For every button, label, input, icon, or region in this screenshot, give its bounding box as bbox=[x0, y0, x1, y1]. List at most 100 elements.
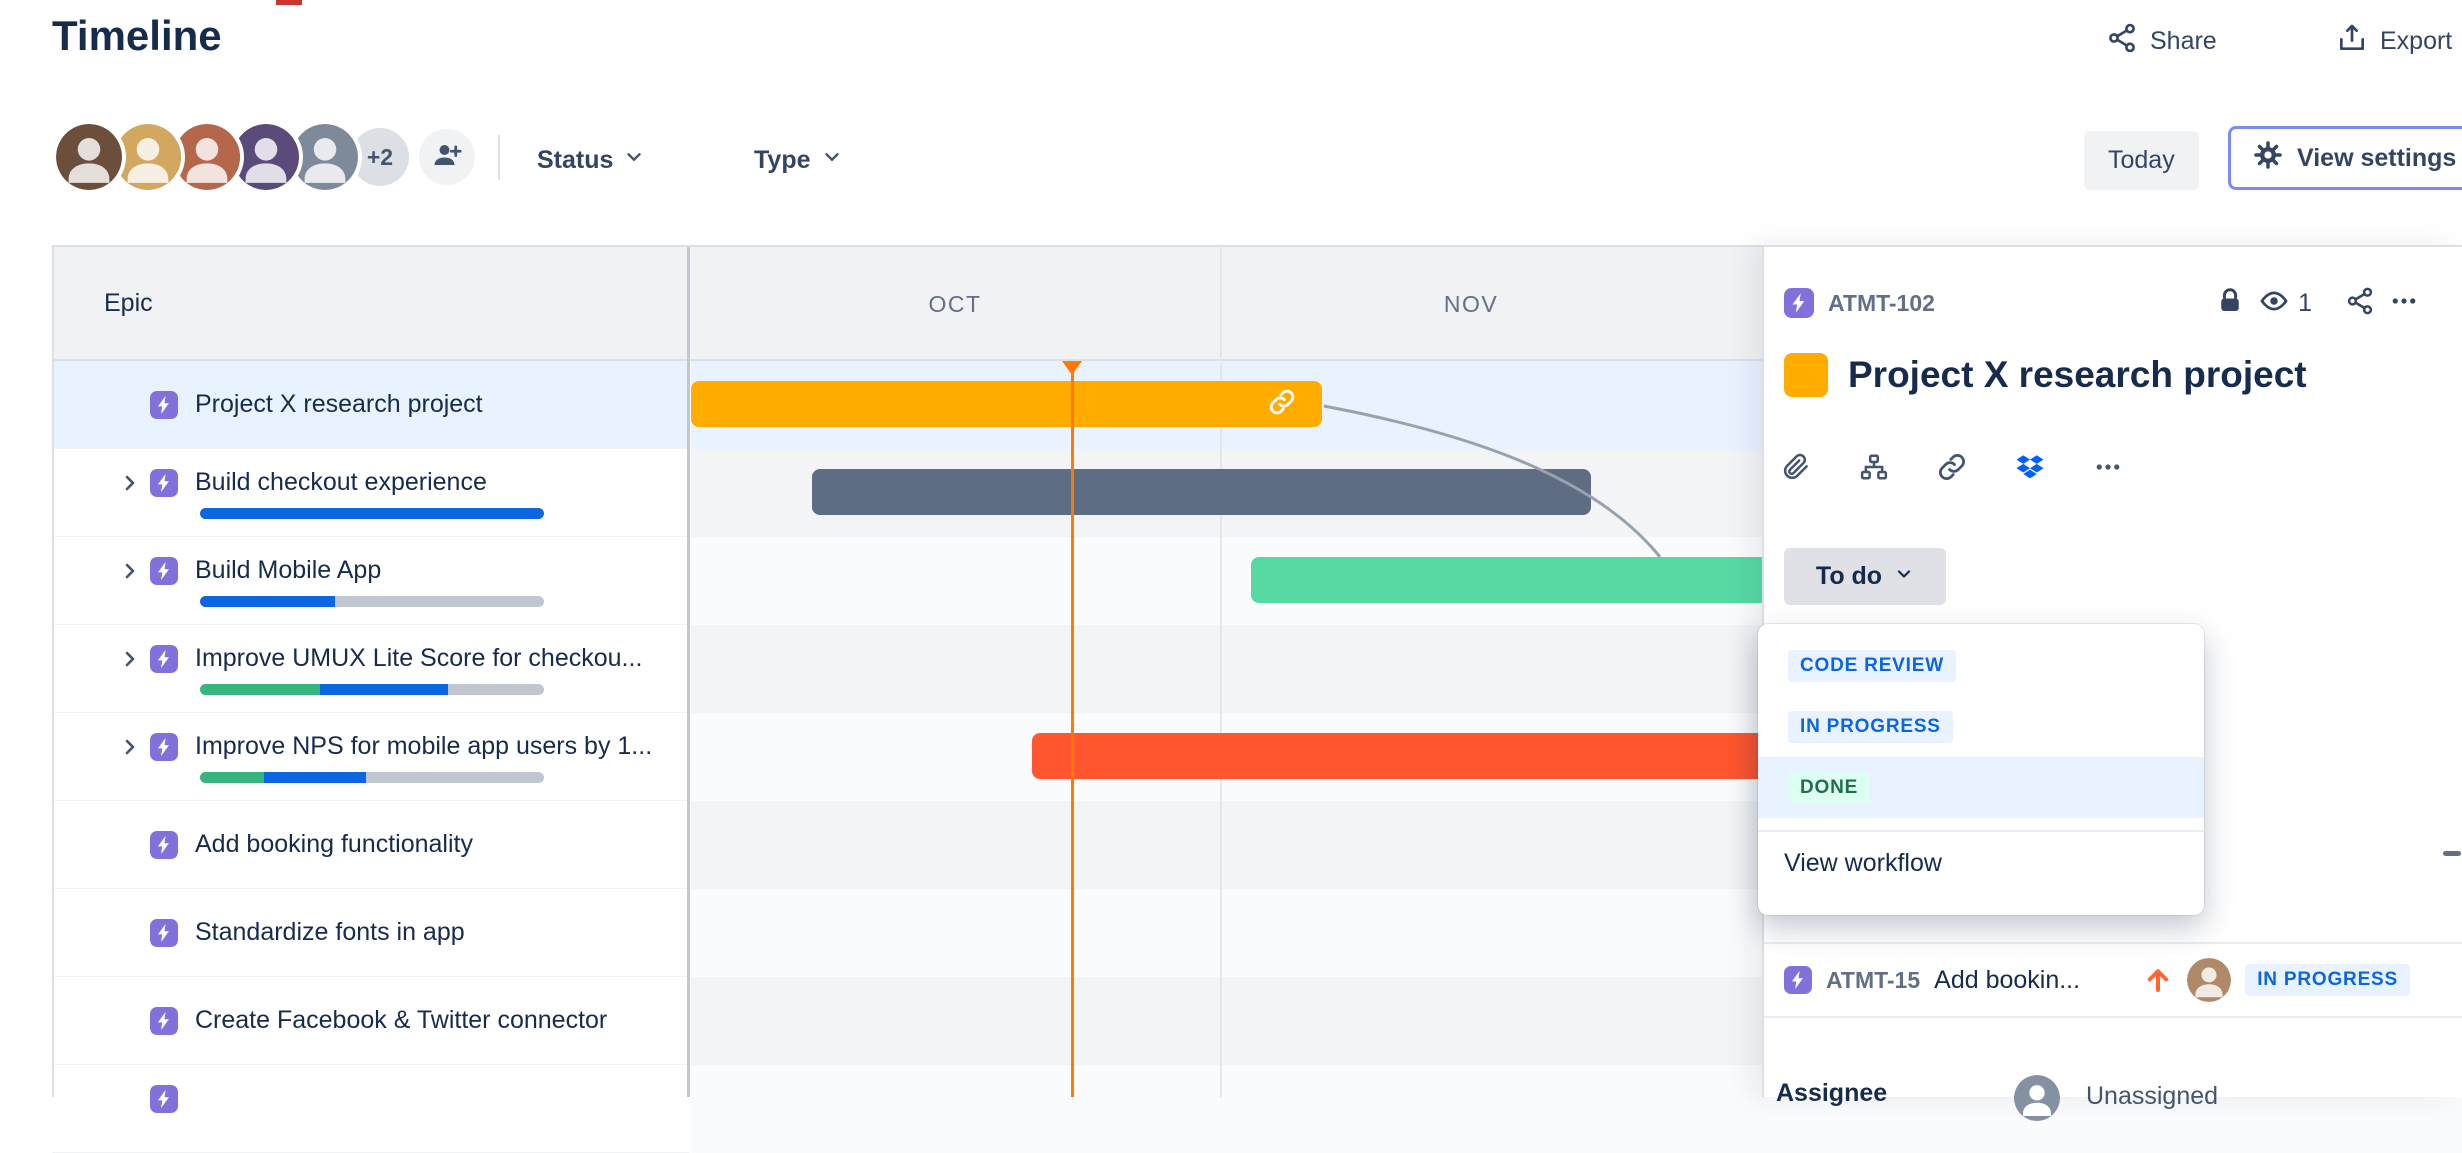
chevron-down-icon bbox=[1894, 562, 1914, 591]
epic-column-header: Epic bbox=[104, 289, 153, 317]
child-status-lozenge: IN PROGRESS bbox=[2245, 964, 2410, 996]
epic-row[interactable]: Standardize fonts in app bbox=[52, 889, 689, 977]
avatar-4[interactable] bbox=[233, 124, 299, 190]
avatar-3[interactable] bbox=[174, 124, 240, 190]
watch-button[interactable] bbox=[2252, 283, 2296, 323]
epic-icon bbox=[150, 644, 178, 673]
issue-detail-panel: ATMT-102 1 Project X research project To… bbox=[1758, 245, 2462, 1121]
epic-progress-bar bbox=[200, 1124, 544, 1135]
page-title: Timeline bbox=[52, 12, 222, 59]
export-icon bbox=[2336, 22, 2368, 61]
view-settings-label: View settings bbox=[2297, 143, 2457, 172]
more-quick-actions-button[interactable] bbox=[2084, 445, 2132, 493]
share-button[interactable]: Share bbox=[2106, 22, 2217, 61]
epic-row-label: Improve UMUX Lite Score for checkou... bbox=[195, 644, 643, 672]
add-child-button[interactable] bbox=[1850, 445, 1898, 493]
dropbox-icon bbox=[2015, 452, 2045, 487]
gantt-bar[interactable] bbox=[1251, 557, 1811, 603]
month-gridline bbox=[1220, 245, 1222, 1097]
status-filter-dropdown[interactable]: Status bbox=[537, 140, 645, 180]
epic-row[interactable]: Build Mobile App bbox=[52, 537, 689, 625]
dropbox-button[interactable] bbox=[2006, 445, 2054, 493]
watch-count: 1 bbox=[2298, 288, 2312, 317]
avatar-2[interactable] bbox=[115, 124, 181, 190]
gantt-bar[interactable] bbox=[812, 469, 1591, 515]
toolbar-divider bbox=[498, 135, 500, 180]
today-button-label: Today bbox=[2108, 146, 2175, 174]
epic-row[interactable]: Improve UMUX Lite Score for checkou... bbox=[52, 625, 689, 713]
epic-icon bbox=[150, 732, 178, 761]
epic-row[interactable]: Build checkout experience bbox=[52, 449, 689, 537]
restrictions-button[interactable] bbox=[2208, 283, 2252, 323]
epic-progress-bar bbox=[200, 595, 544, 607]
month-label-oct: OCT bbox=[928, 291, 982, 317]
gantt-bar[interactable] bbox=[1032, 733, 1811, 779]
avatar-1[interactable] bbox=[56, 124, 122, 190]
expand-chevron-icon[interactable] bbox=[118, 735, 142, 759]
status-lozenge: IN PROGRESS bbox=[1788, 710, 1953, 743]
add-people-button[interactable] bbox=[419, 129, 475, 185]
avatar-overflow-badge[interactable]: +2 bbox=[351, 128, 409, 186]
child-assignee-avatar[interactable] bbox=[2187, 958, 2232, 1002]
clipped-element-fragment bbox=[276, 0, 302, 5]
epic-row[interactable]: Create Facebook & Twitter connector bbox=[52, 977, 689, 1065]
epic-row-label: Add booking functionality bbox=[195, 830, 473, 858]
status-lozenge: CODE REVIEW bbox=[1788, 649, 1956, 682]
issue-key: ATMT-102 bbox=[1828, 289, 1935, 316]
epic-row[interactable]: Improve NPS for mobile app users by 1... bbox=[52, 713, 689, 801]
avatar-5[interactable] bbox=[292, 124, 358, 190]
share-issue-button[interactable] bbox=[2338, 283, 2382, 323]
attach-button[interactable] bbox=[1772, 445, 1820, 493]
status-dropdown-button[interactable]: To do bbox=[1784, 548, 1946, 605]
link-issue-button[interactable] bbox=[1928, 445, 1976, 493]
export-button[interactable]: Export bbox=[2336, 22, 2452, 61]
chevron-down-icon bbox=[623, 146, 645, 175]
today-button[interactable]: Today bbox=[2084, 131, 2199, 190]
status-dropdown-label: To do bbox=[1815, 562, 1883, 590]
lock-icon bbox=[2215, 286, 2245, 321]
expand-chevron-icon[interactable] bbox=[118, 559, 142, 583]
column-resize-handle[interactable] bbox=[687, 245, 690, 1097]
type-filter-dropdown[interactable]: Type bbox=[754, 140, 843, 180]
unassigned-avatar[interactable] bbox=[2014, 1075, 2060, 1121]
expand-chevron-icon[interactable] bbox=[118, 647, 142, 671]
epic-row[interactable]: Add booking functionality bbox=[52, 801, 689, 889]
board-border bbox=[52, 245, 54, 1097]
epic-icon bbox=[150, 556, 178, 585]
divider bbox=[1764, 942, 2462, 944]
share-icon bbox=[2345, 286, 2375, 321]
epic-row-label: Project X research project bbox=[195, 390, 483, 418]
eye-icon bbox=[2259, 286, 2289, 321]
export-label: Export bbox=[2380, 27, 2453, 55]
gear-icon bbox=[2253, 140, 2283, 177]
subtasks-icon bbox=[1859, 452, 1889, 487]
status-menu: CODE REVIEW IN PROGRESS DONE View workflow bbox=[1758, 624, 2204, 915]
board-border bbox=[52, 245, 2462, 247]
child-issue-key: ATMT-15 bbox=[1826, 966, 1921, 993]
status-option-done[interactable]: DONE bbox=[1758, 757, 2204, 818]
epic-color-swatch[interactable] bbox=[1784, 353, 1828, 397]
board-header bbox=[52, 245, 1762, 361]
timeline-app: Timeline Share Export +2 Status Type Tod… bbox=[52, 0, 2462, 1153]
epic-icon bbox=[150, 1084, 178, 1113]
epic-row[interactable]: Project X research project bbox=[52, 361, 689, 449]
gantt-bar[interactable] bbox=[691, 381, 1322, 427]
status-option-code-review[interactable]: CODE REVIEW bbox=[1758, 635, 2204, 696]
today-marker[interactable] bbox=[1062, 361, 1082, 375]
epic-progress-bar bbox=[200, 771, 544, 783]
epic-icon bbox=[150, 918, 178, 947]
more-actions-button[interactable] bbox=[2382, 283, 2426, 323]
status-option-in-progress[interactable]: IN PROGRESS bbox=[1758, 696, 2204, 757]
view-workflow-item[interactable]: View workflow bbox=[1784, 848, 1942, 877]
chevron-down-icon bbox=[821, 146, 843, 175]
view-settings-button[interactable]: View settings bbox=[2228, 126, 2462, 190]
child-issue-row[interactable]: ATMT-15 Add bookin... IN PROGRESS bbox=[1764, 944, 2462, 1018]
expand-chevron-icon[interactable] bbox=[118, 471, 142, 495]
paperclip-icon bbox=[1781, 452, 1811, 487]
share-label: Share bbox=[2150, 27, 2217, 55]
dependency-link-icon[interactable] bbox=[1268, 388, 1296, 421]
add-person-icon bbox=[432, 140, 462, 175]
epic-icon bbox=[1784, 288, 1814, 318]
epic-row[interactable] bbox=[52, 1065, 689, 1153]
epic-row-label: Standardize fonts in app bbox=[195, 918, 465, 946]
